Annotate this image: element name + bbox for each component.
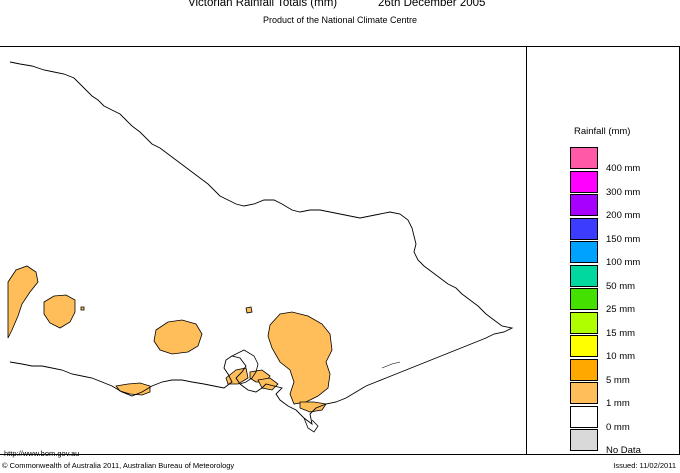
- rain-area-dot-central: [245, 306, 253, 314]
- legend-label: 5 mm: [606, 374, 630, 386]
- legend-label: 150 mm: [606, 233, 641, 245]
- legend-swatch: [570, 335, 598, 357]
- gippsland-lakes-outline: [381, 361, 401, 369]
- legend-label: 10 mm: [606, 351, 636, 362]
- legend-label: 25 mm: [606, 304, 636, 315]
- legend-swatch: [570, 358, 598, 381]
- legend-label: 200 mm: [606, 210, 641, 221]
- source-url[interactable]: http://www.bom.gov.au: [4, 449, 80, 458]
- legend-swatch: [570, 170, 598, 193]
- rain-area-far-west: [7, 265, 39, 339]
- legend-swatch: [570, 264, 598, 287]
- issued-date: Issued: 11/02/2011: [613, 461, 676, 470]
- legend-title: Rainfall (mm): [574, 126, 631, 137]
- rainfall-areas: [7, 265, 333, 413]
- rain-area-south-coast: [115, 382, 151, 396]
- legend-swatch: [570, 147, 598, 169]
- legend-label: 50 mm: [606, 280, 636, 292]
- legend-swatch: [570, 241, 598, 263]
- map-date: 26th December 2005: [378, 0, 486, 9]
- map-subtitle: Product of the National Climate Centre: [262, 15, 418, 25]
- rain-area-central: [153, 319, 203, 355]
- victoria-outline: [9, 61, 514, 426]
- legend-swatch: [570, 288, 598, 310]
- legend-swatch: [570, 405, 598, 428]
- legend-label: 15 mm: [606, 327, 636, 339]
- copyright-notice: © Commonwealth of Australia 2011, Austra…: [2, 461, 235, 470]
- legend-swatch: [570, 217, 598, 240]
- title-line: Victorian Rainfall Totals (mm) 26th Dece…: [0, 0, 680, 14]
- legend-swatch: [570, 311, 598, 334]
- legend-label: 400 mm: [606, 163, 641, 174]
- legend-swatch: [570, 429, 598, 451]
- rain-area-small-west: [80, 306, 85, 311]
- legend-label: 300 mm: [606, 186, 641, 198]
- rain-area-grampians-west: [43, 294, 76, 329]
- legend-label: 0 mm: [606, 421, 630, 433]
- port-phillip-outline: [231, 349, 259, 385]
- rain-area-coast-east: [299, 401, 327, 413]
- legend-label: No Data: [606, 445, 641, 456]
- legend-label: 100 mm: [606, 257, 641, 268]
- rain-area-east-large: [267, 311, 333, 405]
- legend-label: 1 mm: [606, 398, 630, 409]
- map-title: Victorian Rainfall Totals (mm): [188, 0, 338, 9]
- legend-swatch: [570, 382, 598, 404]
- legend-swatch: [570, 194, 598, 216]
- promontory-outline: [303, 417, 319, 433]
